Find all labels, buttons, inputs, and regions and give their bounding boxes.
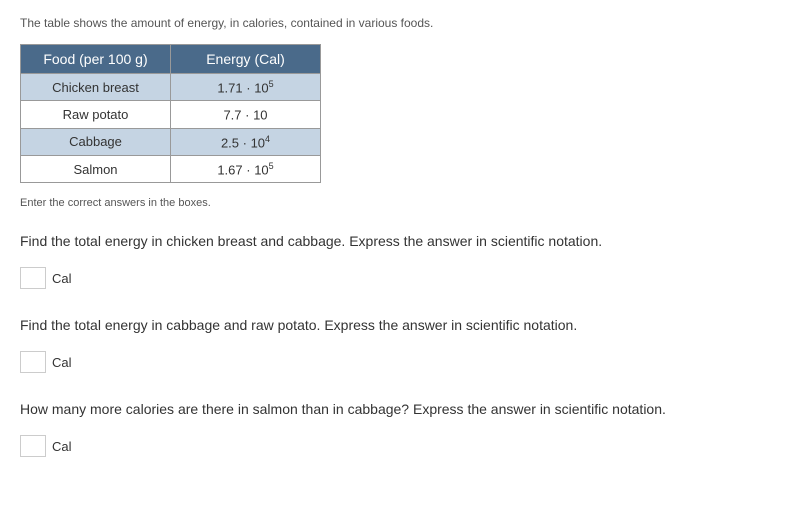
table-row: Salmon 1.67 · 105 <box>21 155 321 182</box>
unit-label: Cal <box>52 271 72 286</box>
energy-table: Food (per 100 g) Energy (Cal) Chicken br… <box>20 44 321 183</box>
unit-label: Cal <box>52 439 72 454</box>
cell-energy: 1.71 · 105 <box>171 74 321 101</box>
cell-energy: 2.5 · 104 <box>171 128 321 155</box>
table-row: Cabbage 2.5 · 104 <box>21 128 321 155</box>
question-3: How many more calories are there in salm… <box>20 401 780 417</box>
instruction-text: Enter the correct answers in the boxes. <box>20 197 780 209</box>
intro-text: The table shows the amount of energy, in… <box>20 16 780 30</box>
answer-input-1[interactable] <box>20 267 46 289</box>
cell-energy: 1.67 · 105 <box>171 155 321 182</box>
header-food: Food (per 100 g) <box>21 45 171 74</box>
cell-food: Chicken breast <box>21 74 171 101</box>
unit-label: Cal <box>52 355 72 370</box>
cell-food: Raw potato <box>21 101 171 128</box>
cell-energy: 7.7 · 10 <box>171 101 321 128</box>
answer-input-2[interactable] <box>20 351 46 373</box>
answer-row-3: Cal <box>20 435 780 457</box>
cell-food: Salmon <box>21 155 171 182</box>
cell-food: Cabbage <box>21 128 171 155</box>
question-1: Find the total energy in chicken breast … <box>20 233 780 249</box>
question-2: Find the total energy in cabbage and raw… <box>20 317 780 333</box>
answer-row-2: Cal <box>20 351 780 373</box>
answer-row-1: Cal <box>20 267 780 289</box>
header-energy: Energy (Cal) <box>171 45 321 74</box>
answer-input-3[interactable] <box>20 435 46 457</box>
table-row: Raw potato 7.7 · 10 <box>21 101 321 128</box>
table-row: Chicken breast 1.71 · 105 <box>21 74 321 101</box>
